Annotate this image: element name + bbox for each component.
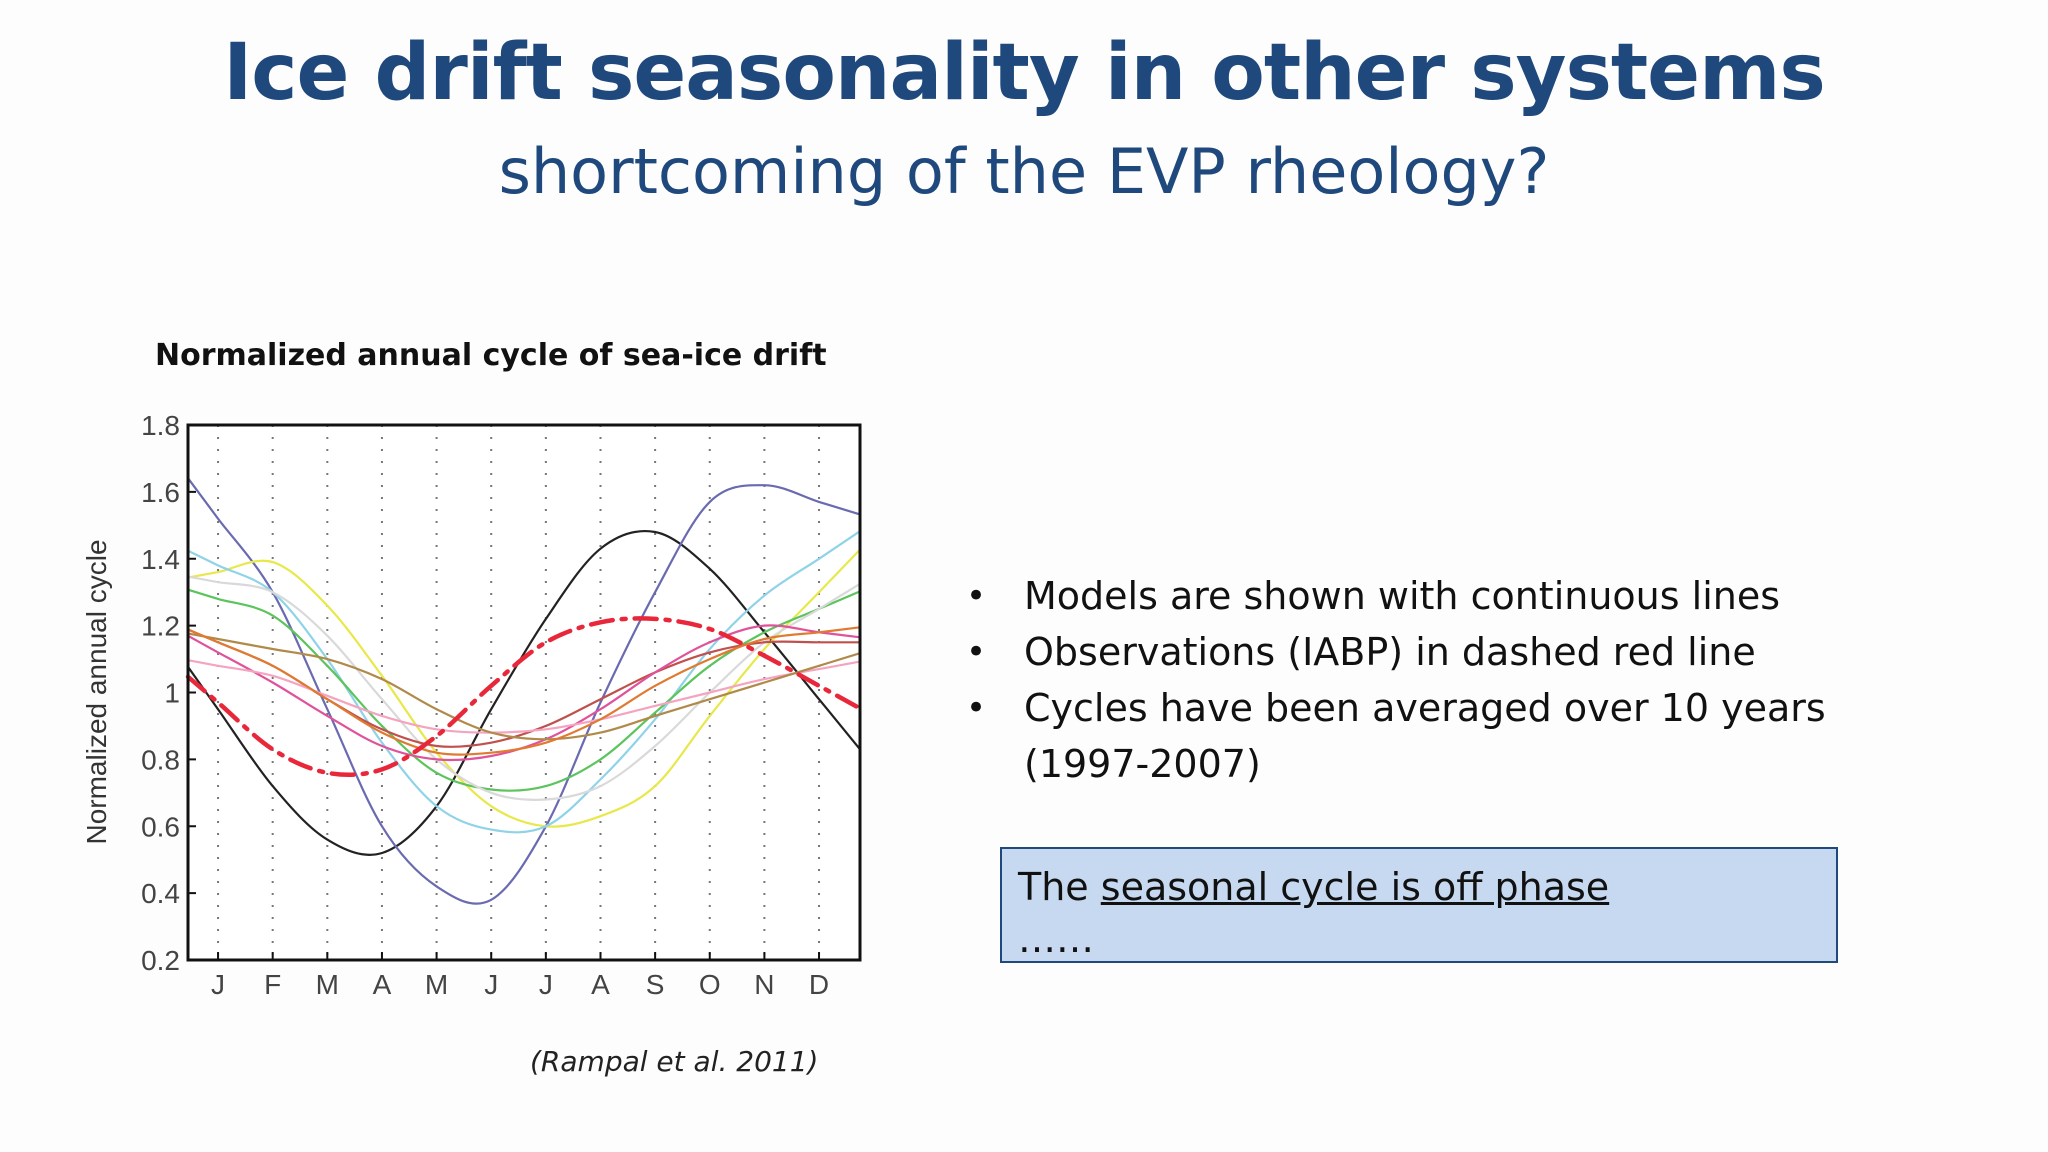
- bullet-dot-icon: •: [966, 576, 987, 616]
- callout-line: The seasonal cycle is off phase: [1018, 861, 1820, 913]
- x-tick-label: D: [809, 969, 829, 1000]
- bullet-item: • Cycles have been averaged over 10 years…: [960, 680, 1910, 792]
- bullet-item: • Models are shown with continuous lines: [960, 568, 1910, 624]
- tick-layer: J F M A M J J A S O N D 0.2 0.4 0.6 0.8 1 1.2 1.4 1.6 1.8: [141, 410, 829, 1000]
- series-layer: [185, 477, 863, 905]
- bullet-dot-icon: •: [966, 632, 987, 672]
- x-tick-label: A: [591, 969, 610, 1000]
- callout-ellipsis: ……: [1018, 917, 1094, 961]
- bullet-text: Models are shown with continuous lines: [1024, 574, 1781, 618]
- model-series-line: [186, 659, 862, 734]
- y-tick-label: 0.8: [141, 744, 180, 775]
- conclusion-callout: The seasonal cycle is off phase ……: [1000, 847, 1838, 963]
- y-axis-label: Normalized annual cycle: [81, 539, 112, 844]
- y-tick-label: 0.2: [141, 945, 180, 976]
- model-series-line: [186, 548, 862, 828]
- y-tick-label: 1.4: [141, 544, 180, 575]
- citation: (Rampal et al. 2011): [530, 1045, 819, 1078]
- slide-subtitle: shortcoming of the EVP rheology?: [498, 135, 1550, 208]
- x-tick-label: A: [373, 969, 392, 1000]
- x-tick-label: S: [646, 969, 665, 1000]
- x-tick-label: J: [484, 969, 498, 1000]
- model-series-line: [186, 632, 862, 741]
- x-tick-label: O: [699, 969, 721, 1000]
- bullet-item: • Observations (IABP) in dashed red line: [960, 624, 1910, 680]
- x-tick-label: J: [539, 969, 553, 1000]
- bullet-list: • Models are shown with continuous lines …: [960, 568, 1910, 792]
- x-tick-label: J: [211, 969, 225, 1000]
- model-series-line: [186, 575, 862, 801]
- model-series-line: [186, 588, 862, 792]
- annual-cycle-chart: J F M A M J J A S O N D 0.2 0.4 0.6 0.8 1 1.2 1.4 1.6 1.8 No…: [81, 410, 863, 1000]
- x-tick-label: M: [316, 969, 339, 1000]
- callout-underlined: seasonal cycle is off phase: [1100, 865, 1610, 909]
- grid-layer: [217, 425, 821, 960]
- slide-title: Ice drift seasonality in other systems: [223, 28, 1826, 118]
- x-tick-label: M: [425, 969, 448, 1000]
- y-tick-label: 1: [164, 678, 180, 709]
- bullet-dot-icon: •: [966, 688, 987, 728]
- x-tick-label: N: [754, 969, 774, 1000]
- plot-background: [188, 425, 860, 960]
- model-series-line: [186, 477, 862, 905]
- y-tick-label: 1.2: [141, 611, 180, 642]
- bullet-text: Cycles have been averaged over 10 years …: [1024, 686, 1826, 786]
- callout-prefix: The: [1018, 865, 1101, 909]
- y-tick-label: 0.4: [141, 878, 180, 909]
- y-tick-label: 1.8: [141, 410, 180, 441]
- model-series-line: [186, 530, 862, 834]
- y-tick-label: 1.6: [141, 477, 180, 508]
- model-series-line: [186, 626, 862, 756]
- y-tick-label: 0.6: [141, 811, 180, 842]
- bullet-text: Observations (IABP) in dashed red line: [1024, 630, 1756, 674]
- x-tick-label: F: [264, 969, 281, 1000]
- figure-title: Normalized annual cycle of sea-ice drift: [155, 338, 827, 373]
